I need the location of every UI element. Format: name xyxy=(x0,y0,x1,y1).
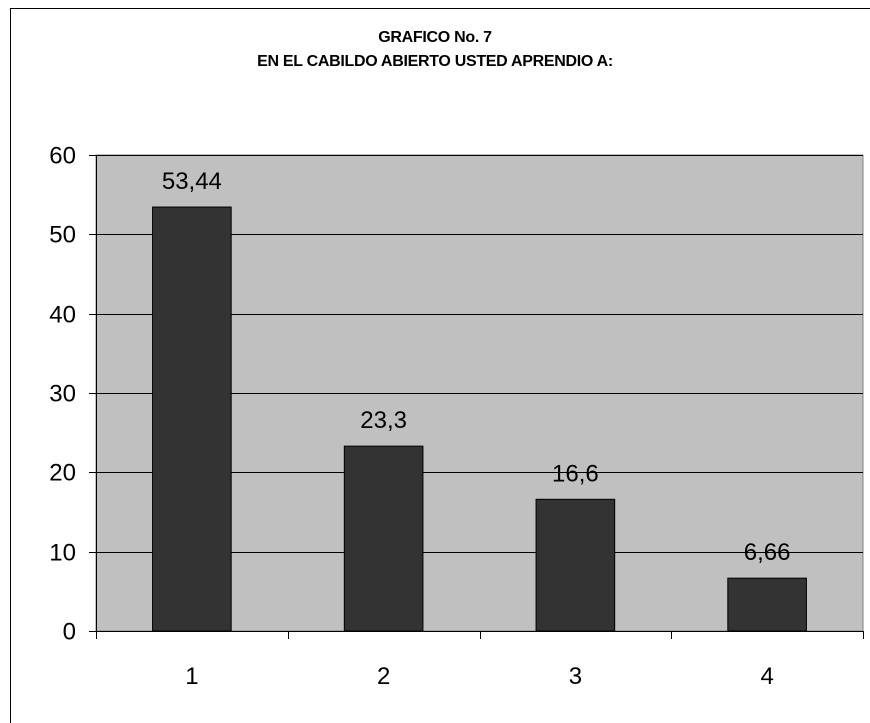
bar xyxy=(343,445,424,632)
y-tick-label: 10 xyxy=(49,540,76,567)
chart-title: GRAFICO No. 7 EN EL CABILDO ABIERTO USTE… xyxy=(0,26,870,74)
bar xyxy=(535,498,616,632)
y-tick-label: 60 xyxy=(49,143,76,170)
x-tick-label: 1 xyxy=(185,663,198,690)
x-tick-label: 4 xyxy=(760,663,773,690)
bar xyxy=(152,206,232,632)
bar-value-label: 6,66 xyxy=(744,539,791,566)
y-tick-label: 40 xyxy=(49,302,76,329)
x-tick-label: 3 xyxy=(569,663,582,690)
bar-value-label: 53,44 xyxy=(162,168,222,195)
y-tick-label: 20 xyxy=(49,460,76,487)
bar-value-label: 23,3 xyxy=(360,407,407,434)
y-tick-label: 50 xyxy=(49,222,76,249)
chart-title-line-1: GRAFICO No. 7 xyxy=(378,29,492,46)
x-tick-label: 2 xyxy=(377,663,390,690)
chart-title-line-2: EN EL CABILDO ABIERTO USTED APRENDIO A: xyxy=(257,53,613,70)
bar xyxy=(727,577,807,632)
y-tick-label: 0 xyxy=(63,619,76,646)
bar-value-label: 16,6 xyxy=(552,460,599,487)
y-tick-label: 30 xyxy=(49,381,76,408)
